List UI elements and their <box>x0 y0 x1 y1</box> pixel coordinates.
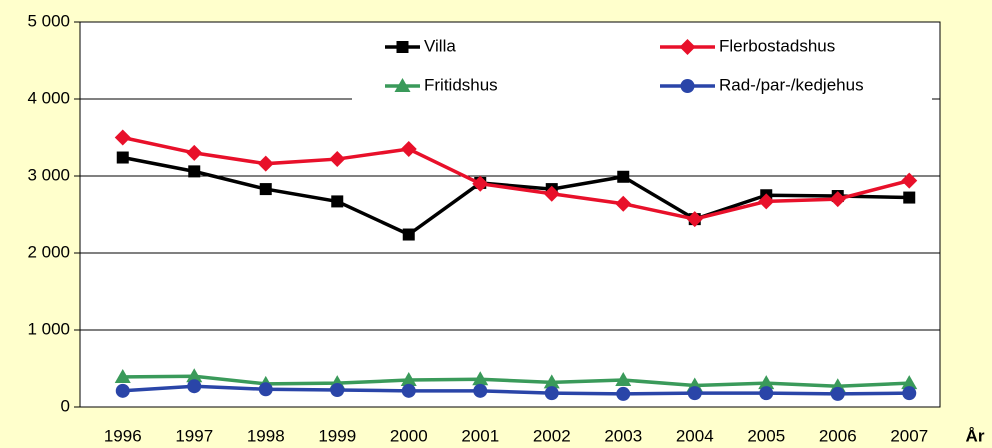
marker <box>330 383 345 398</box>
y-tick-label: 0 <box>61 396 70 415</box>
marker <box>473 383 488 398</box>
series-line <box>122 135 910 221</box>
x-tick-label: 1998 <box>247 426 285 445</box>
marker <box>188 165 201 178</box>
marker <box>901 172 918 189</box>
marker <box>686 211 703 228</box>
x-tick-label: 2001 <box>461 426 499 445</box>
marker <box>903 191 916 204</box>
y-tick-label: 3 000 <box>27 165 70 184</box>
marker <box>257 155 274 172</box>
x-tick-label: 2007 <box>890 426 928 445</box>
marker <box>400 372 417 387</box>
legend-label: Rad-/par-/kedjehus <box>719 75 864 94</box>
marker <box>116 151 129 164</box>
legend-marker <box>394 78 411 92</box>
marker <box>543 185 560 202</box>
y-tick-label: 4 000 <box>27 88 70 107</box>
marker <box>329 151 346 168</box>
marker <box>400 141 417 158</box>
x-tick-label: 2004 <box>676 426 714 445</box>
x-tick-label: 2006 <box>819 426 857 445</box>
marker <box>543 374 560 389</box>
marker <box>615 195 632 212</box>
marker <box>617 170 630 183</box>
marker <box>616 386 631 401</box>
marker <box>687 386 702 401</box>
x-tick-label: 2005 <box>747 426 785 445</box>
marker <box>759 386 774 401</box>
legend-marker <box>679 39 696 55</box>
marker <box>186 368 203 383</box>
x-tick-label: 2003 <box>604 426 642 445</box>
x-tick-label: 2000 <box>390 426 428 445</box>
marker <box>472 371 489 386</box>
x-tick-label: 2002 <box>533 426 571 445</box>
legend-label: Fritidshus <box>424 75 498 94</box>
marker <box>758 193 775 210</box>
legend-label: Villa <box>424 36 456 55</box>
x-axis-label: År <box>966 426 985 445</box>
legend-marker <box>680 79 695 93</box>
marker <box>115 383 130 398</box>
marker <box>829 191 846 208</box>
marker <box>758 375 775 390</box>
y-tick-label: 1 000 <box>27 319 70 338</box>
series-line <box>122 374 910 388</box>
x-tick-label: 1996 <box>104 426 142 445</box>
marker <box>830 386 845 401</box>
marker <box>901 375 918 390</box>
x-tick-label: 1999 <box>318 426 356 445</box>
marker <box>544 386 559 401</box>
legend <box>352 30 932 108</box>
marker <box>472 175 489 192</box>
legend-marker <box>396 41 409 53</box>
marker <box>186 144 203 161</box>
marker <box>401 383 416 398</box>
marker <box>615 372 632 387</box>
series-line <box>122 155 910 237</box>
y-tick-label: 2 000 <box>27 242 70 261</box>
marker <box>258 382 273 397</box>
marker <box>187 379 202 394</box>
marker <box>902 386 917 401</box>
marker <box>402 228 415 241</box>
x-tick-label: 1997 <box>175 426 213 445</box>
marker <box>114 129 131 146</box>
marker <box>114 368 131 383</box>
marker <box>331 195 344 208</box>
y-tick-label: 5 000 <box>27 11 70 30</box>
marker <box>259 183 272 196</box>
series-line <box>122 384 910 396</box>
legend-label: Flerbostadshus <box>719 36 835 55</box>
